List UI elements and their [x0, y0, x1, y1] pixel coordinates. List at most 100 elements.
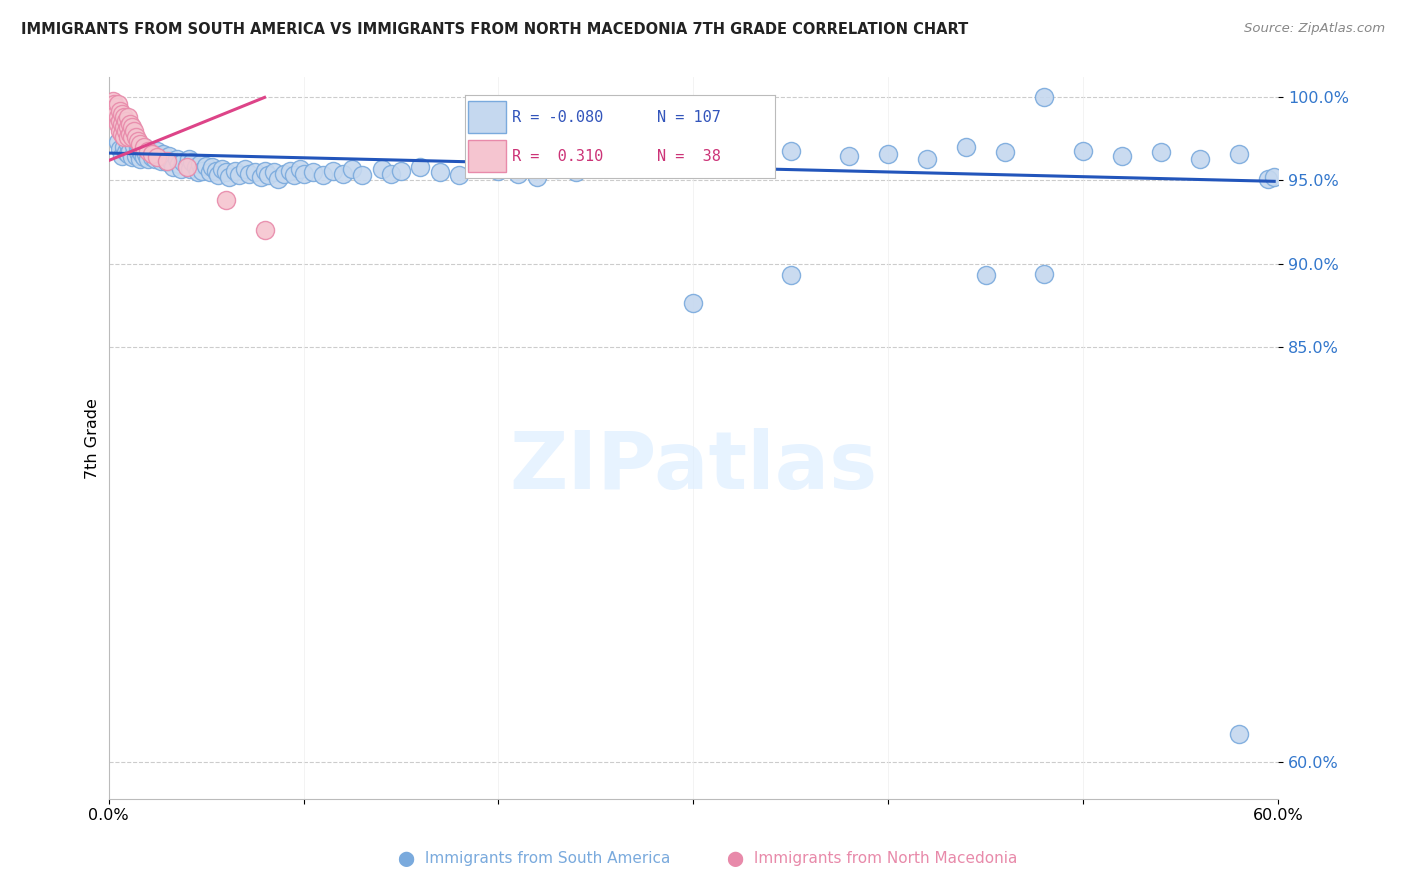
Point [506, 167, 529, 181]
Point [127, 140, 149, 154]
Point [526, 170, 548, 185]
Point [122, 123, 145, 137]
Point [125, 148, 148, 162]
Point [233, 161, 256, 176]
Point [120, 127, 142, 141]
Point [332, 167, 354, 181]
Point [128, 144, 150, 158]
Point [188, 157, 211, 171]
Point [117, 136, 139, 151]
Point [125, 130, 148, 145]
Point [214, 194, 236, 208]
Text: ⬤  Immigrants from North Macedonia: ⬤ Immigrants from North Macedonia [727, 851, 1017, 867]
Point [107, 97, 129, 112]
Point [643, 152, 665, 166]
Point [110, 113, 132, 128]
Point [112, 140, 135, 154]
Point [682, 147, 704, 161]
Point [172, 155, 194, 169]
Point [136, 152, 159, 166]
Point [779, 268, 801, 283]
Point [449, 169, 471, 183]
Point [107, 135, 129, 149]
Point [107, 111, 129, 125]
Point [974, 268, 997, 283]
Point [111, 107, 134, 121]
Point [205, 163, 228, 178]
Point [110, 142, 132, 156]
Point [994, 145, 1017, 160]
Point [302, 165, 325, 179]
Point [1033, 90, 1056, 104]
Point [136, 144, 159, 158]
Point [214, 165, 236, 179]
Point [955, 140, 977, 154]
Point [253, 163, 276, 178]
Point [107, 117, 129, 131]
Point [211, 161, 233, 176]
Text: IMMIGRANTS FROM SOUTH AMERICA VS IMMIGRANTS FROM NORTH MACEDONIA 7TH GRADE CORRE: IMMIGRANTS FROM SOUTH AMERICA VS IMMIGRA… [21, 22, 969, 37]
Point [201, 160, 224, 174]
Point [127, 134, 149, 148]
Point [162, 160, 184, 174]
Point [1263, 170, 1285, 185]
Point [179, 161, 201, 176]
Point [292, 167, 315, 181]
Point [131, 147, 153, 161]
Point [249, 170, 271, 185]
Point [160, 153, 183, 168]
Point [121, 130, 143, 145]
Point [115, 123, 138, 137]
Point [121, 150, 143, 164]
Point [191, 163, 214, 178]
Point [115, 145, 138, 160]
Text: ⬤  Immigrants from South America: ⬤ Immigrants from South America [398, 851, 671, 867]
Point [122, 138, 145, 153]
Point [176, 159, 198, 173]
Point [278, 163, 301, 178]
Point [117, 120, 139, 135]
Point [132, 140, 155, 154]
Point [1111, 148, 1133, 162]
Point [1150, 145, 1173, 160]
Point [135, 147, 157, 161]
Point [917, 152, 939, 166]
Point [218, 170, 240, 185]
Point [186, 160, 208, 174]
Point [257, 169, 280, 183]
Point [145, 152, 167, 166]
Point [207, 169, 229, 183]
Point [132, 150, 155, 164]
Point [224, 163, 246, 178]
Point [243, 165, 266, 179]
Point [105, 107, 128, 121]
Point [120, 117, 142, 131]
Point [128, 152, 150, 166]
Point [267, 171, 290, 186]
Point [468, 160, 491, 174]
Point [157, 148, 180, 162]
Point [253, 223, 276, 237]
Point [1189, 152, 1212, 166]
Point [117, 147, 139, 161]
Point [565, 165, 588, 179]
Point [167, 157, 190, 171]
Y-axis label: 7th Grade: 7th Grade [86, 398, 100, 478]
Point [101, 94, 124, 108]
Point [312, 169, 335, 183]
Point [273, 167, 295, 181]
Point [127, 145, 149, 160]
Point [112, 111, 135, 125]
Point [322, 163, 344, 178]
Point [110, 123, 132, 137]
Point [228, 169, 250, 183]
Point [121, 120, 143, 135]
Point [370, 161, 392, 176]
Point [1257, 171, 1279, 186]
Point [342, 161, 364, 176]
Point [177, 152, 200, 166]
Point [1227, 147, 1250, 161]
Point [187, 165, 209, 179]
Point [117, 111, 139, 125]
Point [141, 147, 163, 161]
